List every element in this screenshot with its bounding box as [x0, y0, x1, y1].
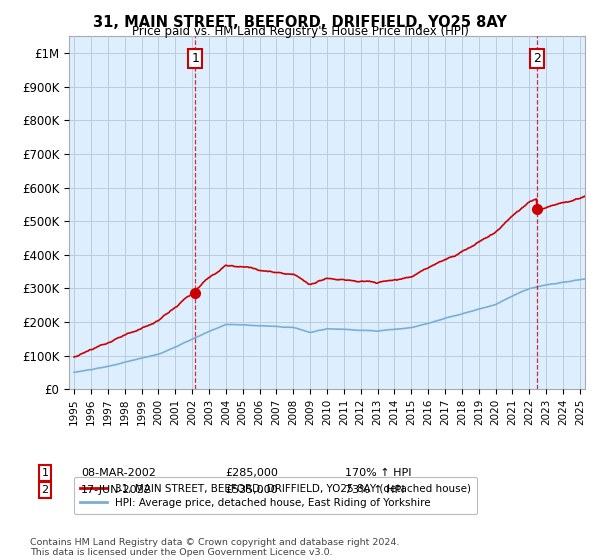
Text: 2: 2 [533, 52, 541, 65]
Text: 08-MAR-2002: 08-MAR-2002 [81, 468, 156, 478]
Text: 73% ↑ HPI: 73% ↑ HPI [345, 485, 404, 495]
Text: £535,000: £535,000 [225, 485, 278, 495]
Text: 170% ↑ HPI: 170% ↑ HPI [345, 468, 412, 478]
Text: 17-JUN-2022: 17-JUN-2022 [81, 485, 152, 495]
Text: 1: 1 [191, 52, 199, 65]
Text: Contains HM Land Registry data © Crown copyright and database right 2024.
This d: Contains HM Land Registry data © Crown c… [30, 538, 400, 557]
Text: 2: 2 [41, 485, 49, 495]
Text: Price paid vs. HM Land Registry's House Price Index (HPI): Price paid vs. HM Land Registry's House … [131, 25, 469, 38]
Text: 1: 1 [41, 468, 49, 478]
Text: £285,000: £285,000 [225, 468, 278, 478]
Text: 31, MAIN STREET, BEEFORD, DRIFFIELD, YO25 8AY: 31, MAIN STREET, BEEFORD, DRIFFIELD, YO2… [93, 15, 507, 30]
Legend: 31, MAIN STREET, BEEFORD, DRIFFIELD, YO25 8AY (detached house), HPI: Average pri: 31, MAIN STREET, BEEFORD, DRIFFIELD, YO2… [74, 477, 477, 514]
